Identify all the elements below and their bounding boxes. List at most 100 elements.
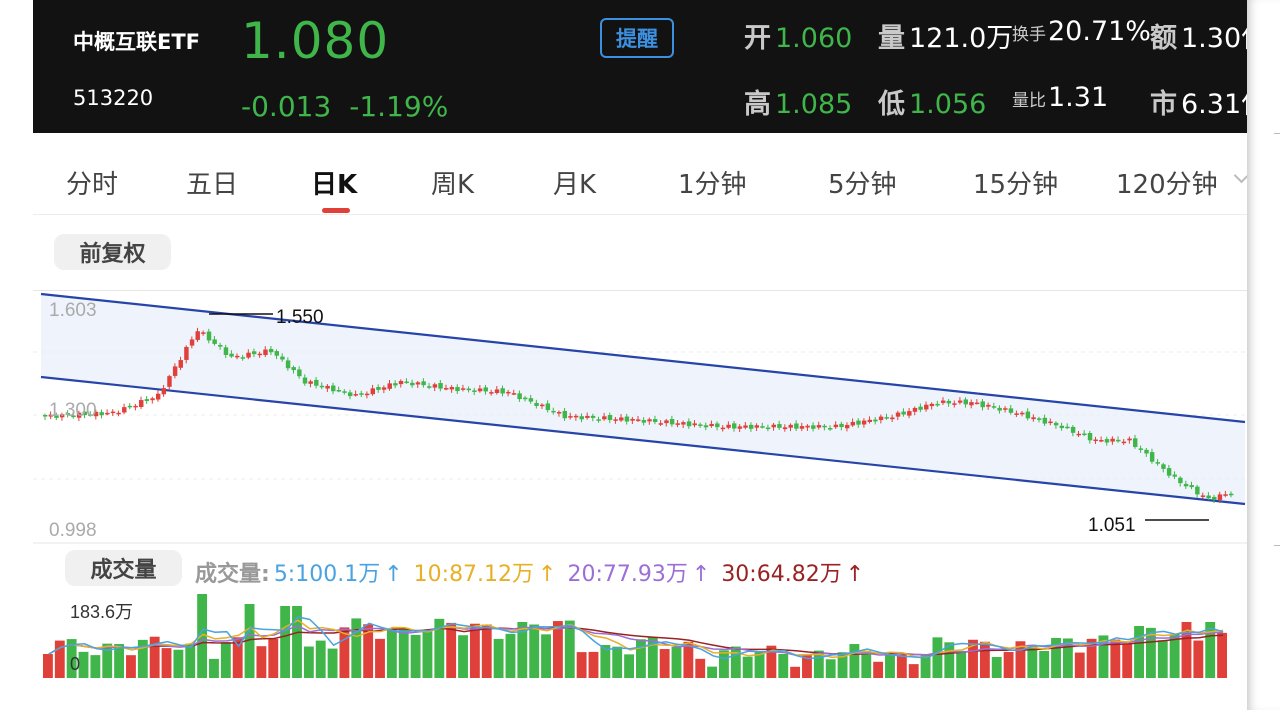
candle-body: [1048, 421, 1053, 424]
volume-bar: [1074, 652, 1085, 678]
tab-15min[interactable]: 15分钟: [973, 170, 1059, 200]
volume-bar: [564, 620, 575, 678]
candle-body: [82, 411, 87, 416]
candle-body: [184, 346, 189, 360]
stat-volume: 量 121.0万: [878, 16, 1013, 55]
candle-body: [1116, 439, 1121, 442]
volume-bar: [220, 642, 231, 678]
chevron-down-icon[interactable]: [1233, 167, 1247, 184]
volume-bar: [149, 636, 160, 678]
tab-1min[interactable]: 1分钟: [678, 170, 747, 200]
volume-bar: [719, 650, 729, 678]
candle-body: [76, 412, 82, 418]
candle-body: [353, 394, 359, 396]
candle-body: [1014, 413, 1019, 415]
volume-bar: [1051, 637, 1061, 678]
candle-body: [1121, 441, 1127, 444]
candle-body: [359, 393, 364, 395]
candle-body: [963, 399, 969, 405]
candle-body: [912, 407, 918, 412]
candle-body: [285, 360, 291, 369]
tab-intraday[interactable]: 分时: [66, 170, 119, 200]
candle-body: [619, 417, 624, 421]
candle-body: [201, 332, 206, 334]
candle-body: [161, 388, 167, 395]
candle-body: [93, 411, 99, 417]
candle-body: [477, 388, 483, 392]
tab-five-day[interactable]: 五日: [186, 170, 239, 200]
candle-body: [251, 351, 257, 355]
stat-high-label: 高: [744, 89, 771, 120]
candle-body: [636, 419, 641, 421]
candle-body: [991, 406, 997, 408]
volume-bar: [754, 652, 765, 678]
candle-body: [895, 412, 901, 417]
price-change: -0.013 -1.19%: [241, 90, 448, 123]
volume-bar: [410, 634, 421, 678]
volume-bar: [742, 656, 753, 678]
stat-amount-label: 额: [1150, 23, 1177, 54]
candle-body: [850, 421, 856, 426]
stat-volratio-label: 量比: [1012, 91, 1046, 111]
tab-120min[interactable]: 120分钟: [1116, 170, 1218, 200]
candle-body: [347, 392, 353, 397]
volume-bar: [1003, 651, 1014, 678]
candle-body: [551, 410, 556, 413]
stat-open-label: 开: [744, 23, 771, 54]
volume-indicator-button[interactable]: 成交量: [65, 550, 182, 586]
volume-bar: [517, 621, 528, 678]
volume-bar: [1098, 635, 1109, 678]
candle-body: [274, 351, 279, 356]
volume-bar: [351, 618, 362, 678]
candle-body: [511, 393, 517, 395]
candle-body: [398, 380, 404, 385]
candle-body: [280, 356, 285, 360]
left-margin: [0, 0, 33, 710]
candle-body: [918, 406, 923, 410]
volume-bar: [398, 627, 409, 678]
candle-body: [494, 389, 500, 393]
candle-body: [974, 402, 980, 405]
volume-bar: [1181, 622, 1192, 678]
candle-body: [884, 417, 889, 419]
volume-bar: [303, 646, 314, 678]
volume-bar: [1217, 632, 1227, 678]
volume-bar: [730, 646, 741, 678]
candle-body: [579, 416, 584, 420]
volume-bar: [861, 650, 872, 678]
candle-body: [732, 423, 737, 429]
candle-body: [760, 426, 765, 428]
candle-body: [257, 353, 263, 356]
volume-bar: [469, 623, 480, 678]
candle-body: [534, 402, 539, 406]
volume-chart[interactable]: 183.6万 0: [33, 592, 1247, 682]
alert-button[interactable]: 提醒: [600, 18, 674, 58]
candle-body: [449, 387, 455, 390]
tab-5min[interactable]: 5分钟: [828, 170, 897, 200]
candlestick-chart[interactable]: 1.603 1.300 0.998 1.550 1.051: [33, 290, 1247, 546]
candle-body: [709, 423, 714, 427]
tab-monthly-k[interactable]: 月K: [553, 170, 597, 200]
candle-body: [822, 425, 827, 428]
volume-bar: [908, 664, 919, 678]
tab-daily-k[interactable]: 日K: [311, 170, 358, 200]
stat-mktcap-value: 6.31亿: [1181, 89, 1247, 120]
candle-body: [737, 426, 743, 429]
trend-channel-fill: [41, 294, 1245, 504]
volume-bar: [102, 643, 113, 678]
adjust-mode-button[interactable]: 前复权: [54, 234, 171, 270]
change-percent: -1.19%: [349, 90, 449, 123]
candle-body: [342, 391, 347, 393]
candle-body: [828, 428, 833, 430]
volume-bar: [161, 648, 172, 678]
volume-bar: [137, 639, 148, 678]
stat-open: 开 1.060: [744, 16, 852, 55]
candle-body: [268, 348, 274, 353]
tab-weekly-k[interactable]: 周K: [431, 170, 475, 200]
candle-body: [844, 424, 850, 429]
candle-body: [1036, 418, 1042, 420]
candle-body: [980, 401, 985, 408]
active-tab-indicator: [322, 208, 350, 213]
volume-bar: [683, 641, 694, 678]
candle-body: [1172, 474, 1177, 477]
